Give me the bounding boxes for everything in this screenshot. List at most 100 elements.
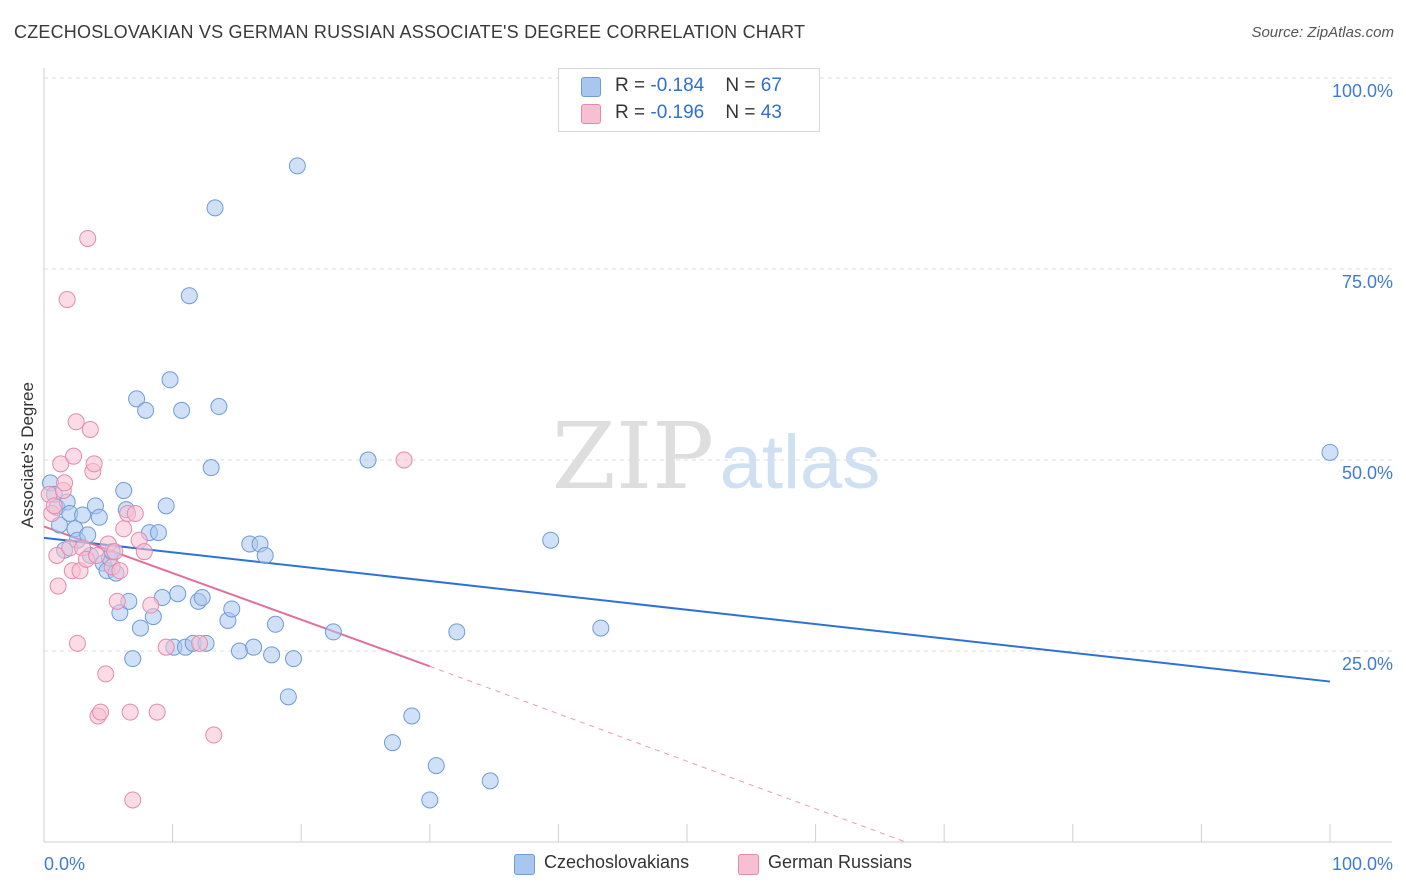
legend-label-german-russians: German Russians (768, 852, 913, 872)
zipatlas-watermark: ZIP atlas (552, 403, 880, 510)
point-czechoslovakians (427, 757, 445, 775)
y-tick-label: 75.0% (1342, 272, 1393, 292)
point-german-russians (45, 497, 63, 515)
legend-r-value: -0.184 (650, 75, 705, 96)
point-czechoslovakians (245, 638, 263, 656)
point-czechoslovakians (266, 615, 284, 633)
point-german-russians (124, 791, 142, 809)
point-german-russians (88, 547, 106, 564)
source-label: Source: ZipAtlas.com (1251, 24, 1394, 41)
y-tick-label: 100.0% (1332, 81, 1393, 101)
legend-swatch-german-russians (738, 854, 759, 875)
legend-stats: R = -0.184 N = 67 R = -0.196 N = 43 (558, 68, 820, 132)
point-czechoslovakians (448, 623, 466, 641)
legend-r-label: R = (615, 75, 651, 96)
legend-swatch-czechoslovakians (514, 854, 535, 875)
legend-r-value: -0.196 (650, 102, 705, 123)
point-czechoslovakians (592, 619, 610, 637)
chart-title: CZECHOSLOVAKIAN VS GERMAN RUSSIAN ASSOCI… (14, 22, 806, 42)
point-german-russians (108, 592, 126, 610)
legend-r-label: R = (615, 102, 651, 123)
grid-lines (44, 77, 1392, 652)
point-czechoslovakians (74, 506, 92, 524)
point-german-russians (67, 413, 85, 431)
point-czechoslovakians (115, 482, 133, 500)
x-tick-label: 100.0% (1332, 854, 1393, 874)
point-czechoslovakians (256, 547, 274, 564)
point-german-russians (205, 726, 223, 744)
watermark-atlas: atlas (720, 420, 881, 505)
point-czechoslovakians (161, 371, 179, 389)
point-czechoslovakians (210, 398, 228, 416)
point-czechoslovakians (90, 508, 108, 526)
watermark-zip: ZIP (552, 403, 714, 510)
point-czechoslovakians (223, 600, 241, 618)
point-czechoslovakians (384, 734, 402, 752)
y-tick-label: 25.0% (1342, 654, 1393, 674)
point-german-russians (52, 455, 70, 473)
point-german-russians (97, 665, 115, 683)
point-german-russians (81, 420, 99, 438)
y-tick-label: 50.0% (1342, 463, 1393, 483)
point-german-russians (48, 547, 66, 564)
point-czechoslovakians (173, 401, 191, 419)
point-german-russians (148, 703, 166, 721)
point-german-russians (111, 562, 129, 580)
point-czechoslovakians (263, 646, 281, 664)
legend-swatch-czechoslovakians (581, 77, 601, 97)
legend-label-czechoslovakians: Czechoslovakians (544, 852, 690, 872)
point-german-russians (56, 474, 74, 492)
data-points (40, 157, 1339, 809)
point-czechoslovakians (131, 619, 149, 637)
y-axis-label: Associate's Degree (18, 382, 37, 528)
point-czechoslovakians (193, 589, 211, 607)
point-german-russians (135, 543, 153, 561)
point-czechoslovakians (202, 459, 220, 477)
point-czechoslovakians (279, 688, 297, 706)
x-tick-label: 0.0% (44, 854, 85, 874)
point-czechoslovakians (137, 401, 155, 419)
point-czechoslovakians (128, 390, 146, 408)
point-german-russians (58, 291, 76, 309)
point-czechoslovakians (359, 451, 377, 469)
point-czechoslovakians (149, 524, 167, 542)
point-czechoslovakians (157, 497, 175, 515)
point-german-russians (121, 703, 139, 721)
point-german-russians (191, 634, 209, 652)
point-german-russians (49, 577, 67, 595)
point-german-russians (126, 504, 144, 522)
point-czechoslovakians (403, 707, 421, 725)
point-czechoslovakians (206, 199, 224, 217)
point-german-russians (68, 634, 86, 652)
point-czechoslovakians (542, 531, 560, 549)
point-german-russians (65, 447, 83, 465)
point-german-russians (92, 703, 110, 721)
legend-n-value: 43 (760, 102, 782, 123)
trend-lines (43, 525, 1331, 843)
point-czechoslovakians (288, 157, 306, 175)
legend-n-value: 67 (760, 75, 782, 96)
legend-series: Czechoslovakians German Russians (0, 852, 1406, 876)
point-czechoslovakians (324, 623, 342, 641)
point-german-russians (395, 451, 413, 469)
point-czechoslovakians (169, 585, 187, 603)
trend-line-german-russians (429, 665, 906, 843)
legend-swatch-german-russians (581, 104, 601, 124)
legend-n-label: N = (725, 75, 761, 96)
point-german-russians (79, 229, 97, 247)
legend-n-label: N = (725, 102, 761, 123)
point-german-russians (85, 455, 103, 473)
point-german-russians (142, 596, 160, 614)
point-german-russians (157, 638, 175, 656)
point-german-russians (106, 543, 124, 561)
point-czechoslovakians (124, 650, 142, 668)
point-czechoslovakians (284, 650, 302, 668)
point-german-russians (115, 520, 133, 538)
trend-line-czechoslovakians (43, 536, 1331, 683)
point-czechoslovakians (230, 642, 248, 660)
point-czechoslovakians (180, 287, 198, 305)
tick-labels: 25.0% 50.0% 75.0% 100.0% 0.0% 100.0% (44, 81, 1393, 874)
point-czechoslovakians (421, 791, 439, 809)
point-czechoslovakians (1321, 443, 1339, 461)
